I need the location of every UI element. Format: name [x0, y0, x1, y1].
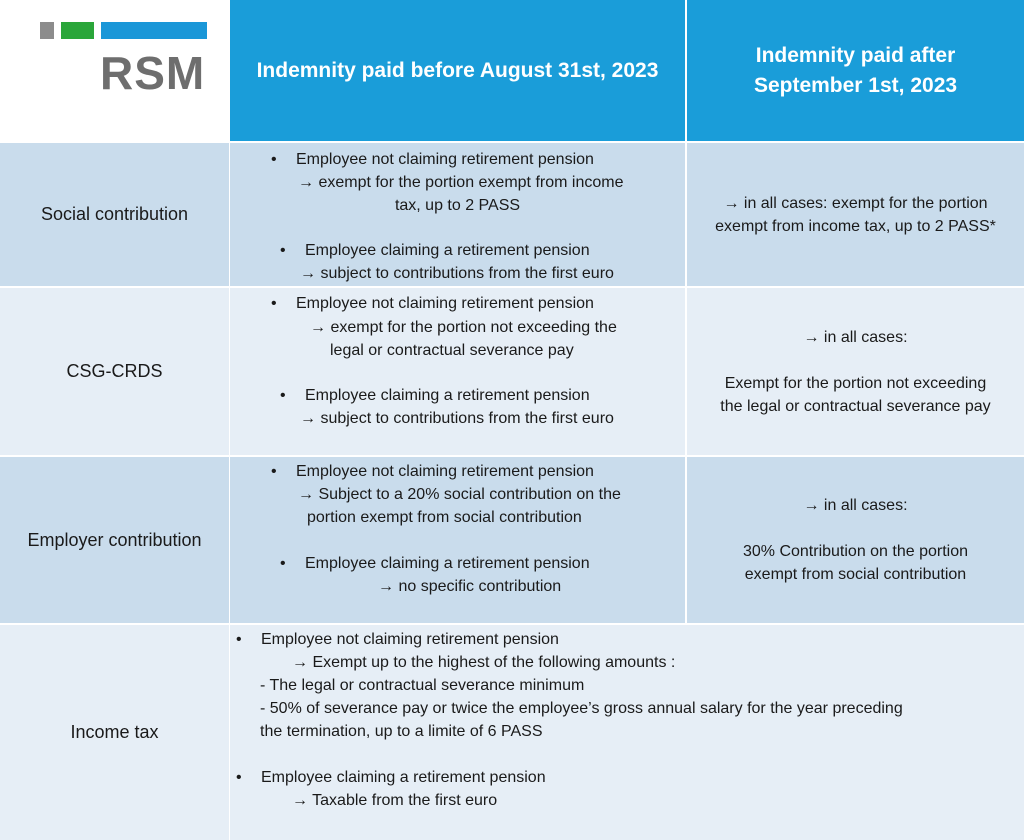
bullet-text: Employee claiming a retirement pension	[305, 555, 590, 572]
bullet-text: Employee claiming a retirement pension	[305, 387, 590, 404]
bullet-text: Employee not claiming retirement pension	[296, 463, 594, 480]
row-label-employer-contribution: Employer contribution	[0, 457, 229, 623]
cell-csg-after: → in all cases: Exempt for the portion n…	[687, 288, 1024, 455]
row-label-csg-crds: CSG-CRDS	[0, 288, 229, 455]
row-label-social-contribution: Social contribution	[0, 143, 229, 286]
bullet: •	[236, 631, 242, 648]
bullet: •	[271, 463, 277, 480]
header-after: Indemnity paid after September 1st, 2023	[687, 0, 1024, 141]
bullet: •	[271, 151, 277, 168]
bullet-text: Employee claiming a retirement pension	[261, 769, 546, 786]
text-line: exempt from social contribution	[744, 566, 967, 583]
row-label-income-tax: Income tax	[0, 625, 229, 840]
text-line: → in all cases:	[803, 328, 908, 346]
bullet: •	[236, 769, 242, 786]
cell-social-after: → in all cases: exempt for the portion e…	[687, 143, 1024, 286]
bullet: •	[280, 242, 286, 259]
text-line: 30% Contribution on the portion	[742, 543, 969, 560]
logo-bar-gray	[40, 22, 54, 39]
bullet: •	[280, 555, 286, 572]
logo-bar-green	[61, 22, 94, 39]
text-line: legal or contractual severance pay	[330, 342, 574, 359]
logo-bar-blue	[101, 22, 207, 39]
header-before: Indemnity paid before August 31st, 2023	[230, 0, 685, 141]
text-line: → no specific contribution	[378, 578, 562, 595]
rsm-logo: RSM	[0, 0, 229, 141]
text-line: → subject to contributions from the firs…	[300, 265, 614, 282]
bullet-text: Employee not claiming retirement pension	[296, 151, 594, 168]
text-line: exempt from income tax, up to 2 PASS*	[715, 217, 996, 235]
text-line: → Exempt up to the highest of the follow…	[292, 654, 676, 671]
text-line: - 50% of severance pay or twice the empl…	[260, 700, 903, 717]
bullet: •	[280, 387, 286, 404]
text-line: the legal or contractual severance pay	[720, 397, 991, 415]
text-line: → exempt for the portion exempt from inc…	[298, 174, 624, 191]
logo-text: RSM	[100, 47, 206, 99]
text-line: → subject to contributions from the firs…	[300, 410, 614, 427]
text-line: the termination, up to a limite of 6 PAS…	[260, 723, 543, 740]
text-line: portion exempt from social contribution	[307, 509, 582, 526]
bullet: •	[271, 295, 277, 312]
text-line: - The legal or contractual severance min…	[260, 677, 585, 694]
text-line: → in all cases: exempt for the portion	[723, 194, 988, 212]
text-line: Exempt for the portion not exceeding	[724, 374, 987, 392]
cell-social-before: • Employee not claiming retirement pensi…	[230, 143, 685, 286]
text-line: → Subject to a 20% social contribution o…	[298, 486, 621, 503]
bullet-text: Employee claiming a retirement pension	[305, 242, 590, 259]
cell-employer-before: • Employee not claiming retirement pensi…	[230, 457, 685, 623]
bullet-text: Employee not claiming retirement pension	[296, 295, 594, 312]
cell-csg-before: • Employee not claiming retirement pensi…	[230, 288, 685, 455]
bullet-text: Employee not claiming retirement pension	[261, 631, 559, 648]
cell-employer-after: → in all cases: 30% Contribution on the …	[687, 457, 1024, 623]
text-line: → exempt for the portion not exceeding t…	[310, 319, 617, 336]
text-line: tax, up to 2 PASS	[394, 197, 521, 214]
text-line: → Taxable from the first euro	[292, 792, 498, 809]
cell-income-tax: • Employee not claiming retirement pensi…	[230, 625, 1024, 840]
text-line: → in all cases:	[803, 497, 908, 514]
